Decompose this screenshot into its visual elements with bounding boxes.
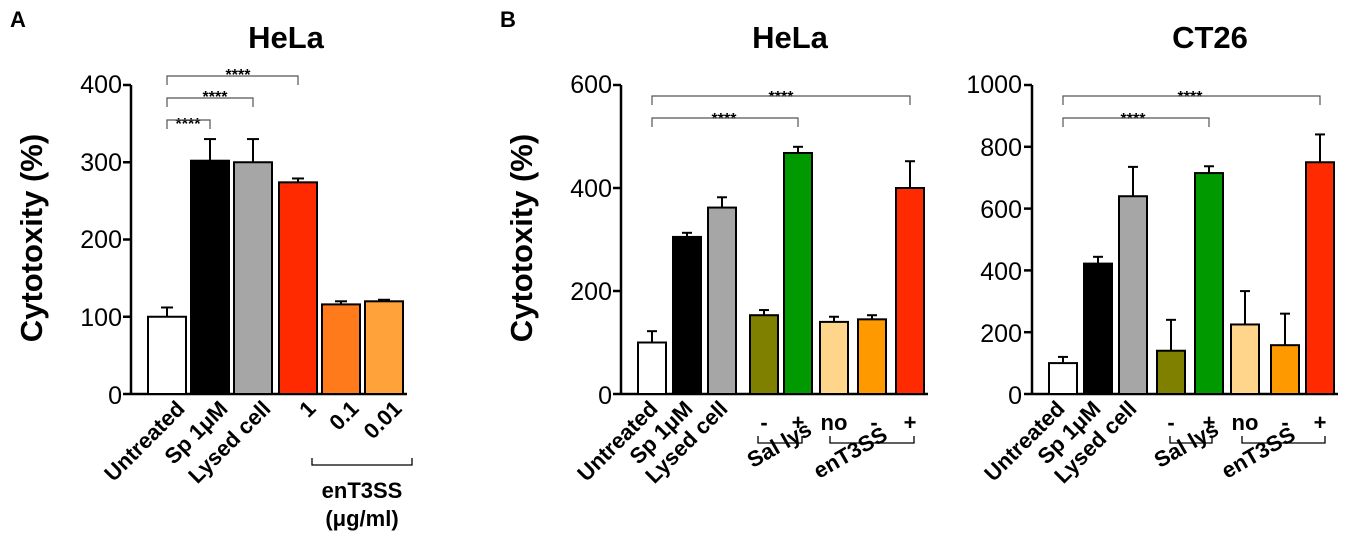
bar: [672, 235, 702, 395]
chart-hela-b: HeLa Cytotoxity (%) 0 200 400 600 **** *…: [504, 20, 928, 488]
bar: [1048, 362, 1078, 396]
significance-bracket: [1062, 117, 1210, 127]
bar: [1156, 349, 1186, 395]
significance-label: ****: [1121, 111, 1147, 128]
panel-letter-a: A: [10, 7, 26, 32]
group-bracket: [311, 458, 413, 466]
bar: [707, 206, 737, 395]
y-tick-label: 1000: [966, 71, 1022, 99]
bar: [1305, 161, 1335, 395]
y-tick-label: 400: [980, 258, 1022, 286]
x-tick-label: -: [870, 410, 877, 435]
y-tick-label: 600: [570, 71, 612, 99]
x-tick-label: +: [904, 410, 917, 435]
group-bracket: [1241, 436, 1326, 444]
chart-title: HeLa: [248, 20, 325, 55]
y-tick-label: 200: [80, 226, 122, 254]
y-tick-label: 0: [108, 382, 122, 410]
group-bracket: [1169, 436, 1213, 444]
chart-hela-a: HeLa Cytotoxity (%) 0 100 200 300 400 **…: [14, 20, 413, 531]
chart-ct26: CT26 0 200 400 600 800 1000 **** **** Un…: [966, 20, 1338, 488]
y-axis-label: Cytotoxity (%): [14, 134, 49, 342]
panel-letter-b: B: [500, 7, 516, 32]
group-label: Sal lys: [1150, 416, 1223, 473]
bar: [749, 314, 779, 395]
bar: [190, 159, 230, 395]
bar: [895, 187, 925, 395]
bar: [783, 151, 813, 395]
bar: [364, 300, 404, 395]
bar: [1270, 344, 1300, 396]
y-tick-label: 800: [980, 134, 1022, 162]
group-bracket: [757, 436, 803, 444]
bar: [637, 341, 667, 395]
significance-bracket: [166, 119, 211, 129]
x-tick-label: +: [792, 410, 805, 435]
significance-bracket: [651, 117, 799, 127]
bar: [321, 303, 361, 396]
y-tick-label: 300: [80, 149, 122, 177]
x-tick-label: -: [760, 410, 767, 435]
significance-bracket: [166, 75, 299, 85]
significance-bracket: [651, 95, 911, 105]
x-tick-label: 0.1: [324, 396, 363, 435]
x-tick-label: 0.01: [359, 396, 407, 444]
x-tick-label: no: [1232, 410, 1259, 435]
bar: [233, 161, 273, 395]
chart-title: CT26: [1172, 20, 1248, 55]
x-tick-label: +: [1314, 410, 1327, 435]
bar: [147, 315, 187, 395]
chart-title: HeLa: [752, 20, 829, 55]
significance-bracket: [1062, 95, 1321, 105]
y-tick-label: 0: [1008, 382, 1022, 410]
y-tick-label: 400: [80, 71, 122, 99]
x-tick-label: +: [1203, 410, 1216, 435]
significance-bracket: [166, 97, 254, 107]
significance-label: ****: [712, 111, 738, 128]
bar: [1194, 172, 1224, 395]
y-tick-label: 200: [980, 320, 1022, 348]
significance-label: ****: [1178, 89, 1204, 106]
group-label: enT3SS: [322, 478, 403, 503]
y-tick-label: 0: [598, 382, 612, 410]
y-tick-label: 600: [980, 196, 1022, 224]
x-tick-label: 1: [294, 396, 320, 422]
significance-label: ****: [176, 116, 202, 133]
y-tick-label: 200: [570, 278, 612, 306]
y-tick-label: 400: [570, 175, 612, 203]
x-tick-label: -: [1167, 410, 1174, 435]
x-tick-label: -: [1281, 410, 1288, 435]
bar: [857, 318, 887, 396]
y-axis-label: Cytotoxity (%): [504, 134, 539, 342]
significance-label: ****: [769, 89, 795, 106]
group-label: Sal lys: [743, 416, 816, 473]
group-bracket: [829, 436, 915, 444]
x-tick-label: no: [821, 410, 848, 435]
bar: [278, 181, 318, 395]
y-tick-label: 100: [80, 304, 122, 332]
bar: [819, 320, 849, 395]
bar: [1118, 195, 1148, 395]
group-sublabel: (μg/ml): [325, 506, 398, 531]
bar: [1230, 323, 1260, 396]
bar: [1083, 262, 1113, 395]
